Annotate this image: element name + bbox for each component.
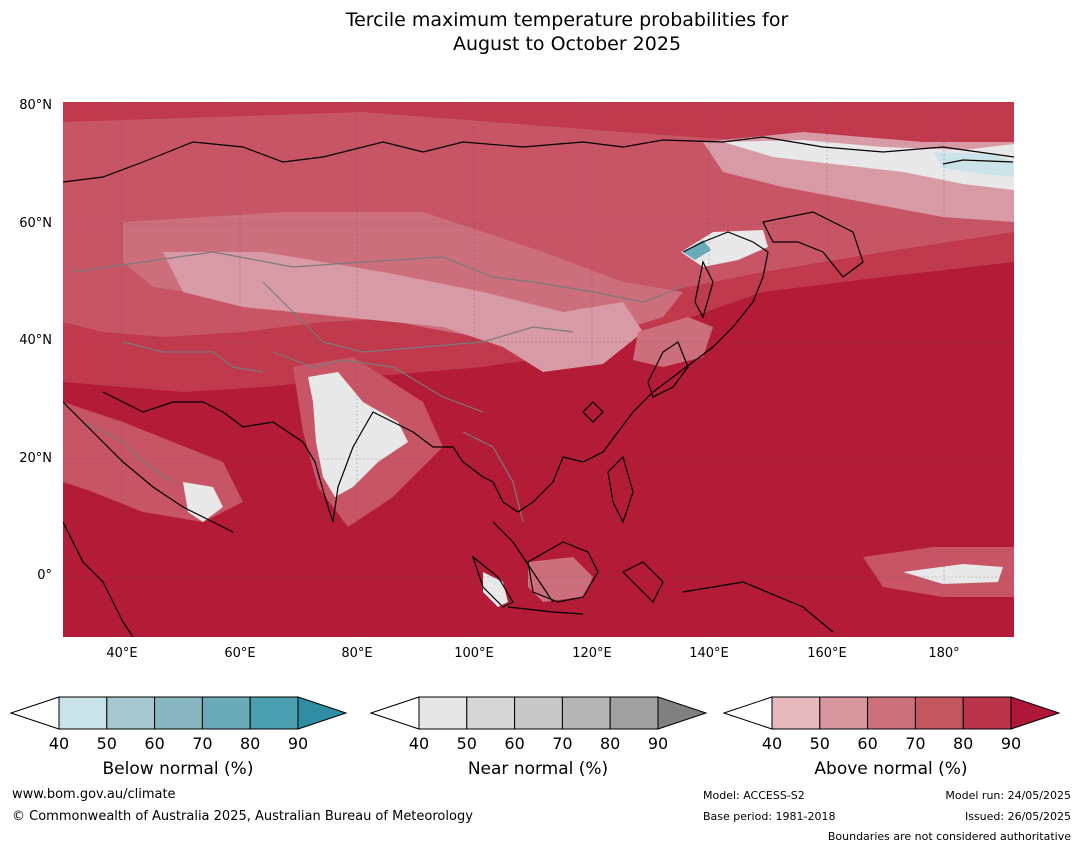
zone-below-normal-chukotka <box>933 152 1014 177</box>
colorbar-below-segment <box>249 696 299 730</box>
colorbar-near-segment <box>466 696 516 730</box>
website-link[interactable]: www.bom.gov.au/climate <box>12 787 176 802</box>
coastlines <box>63 136 1014 637</box>
colorbar-below-segment <box>154 696 203 730</box>
title-line-1: Tercile maximum temperature probabilitie… <box>345 9 789 31</box>
issued-text: Issued: 26/05/2025 <box>964 810 1071 823</box>
zone-near-normal-pacific <box>903 564 1003 584</box>
colorbar-above-tick: 80 <box>953 734 974 753</box>
base-period-text: Base period: 1981-2018 <box>703 810 836 823</box>
zone-near-normal-sumatra <box>483 572 508 607</box>
colorbar-near-normal <box>370 696 708 730</box>
colorbar-above-tick: 40 <box>761 734 783 753</box>
colorbar-below-title: Below normal (%) <box>102 759 254 779</box>
colorbar-near-segment <box>561 696 611 730</box>
zone-above-60-japan <box>633 317 713 367</box>
colorbar-below-segment <box>106 696 156 730</box>
lon-label-40e: 40°E <box>106 646 138 661</box>
colorbar-above-tick: 50 <box>809 734 830 753</box>
colorbar-below-tick: 80 <box>240 734 261 753</box>
lat-label-80n: 80°N <box>19 98 52 113</box>
colorbar-below-over <box>297 696 348 730</box>
colorbar-near-segment <box>609 696 659 730</box>
colorbar-above-tick: 70 <box>905 734 926 753</box>
colorbar-near-tick: 80 <box>600 734 621 753</box>
colorbar-below-tick: 50 <box>96 734 117 753</box>
colorbar-below-normal <box>10 696 348 730</box>
copyright-text: © Commonwealth of Australia 2025, Austra… <box>12 809 473 824</box>
lat-label-60n: 60°N <box>19 216 52 231</box>
colorbar-near-segment <box>418 696 468 730</box>
colorbar-below-segment <box>201 696 251 730</box>
colorbar-above-segment <box>914 696 964 730</box>
lon-label-80e: 80°E <box>341 646 373 661</box>
country-borders <box>72 251 684 523</box>
colorbar-near-tick: 50 <box>456 734 477 753</box>
chart-title: Tercile maximum temperature probabilitie… <box>0 8 1081 56</box>
zone-above-60-borneo <box>528 557 593 602</box>
colorbar-near-title: Near normal (%) <box>467 759 609 779</box>
lon-label-120e: 120°E <box>572 646 612 661</box>
colorbar-near-under <box>370 696 420 730</box>
lat-label-20n: 20°N <box>19 451 52 466</box>
gridlines <box>63 102 1014 637</box>
colorbar-above-title: Above normal (%) <box>814 759 968 779</box>
colorbar-above-normal <box>723 696 1061 730</box>
colorbar-above-segment <box>771 696 821 730</box>
lon-label-180: 180° <box>928 646 960 661</box>
colorbar-above-segment <box>962 696 1012 730</box>
colorbar-above-segment <box>819 696 869 730</box>
colorbar-below-tick: 70 <box>192 734 213 753</box>
colorbar-above-tick: 90 <box>1000 734 1022 753</box>
probability-map <box>63 102 1014 637</box>
disclaimer-text: Boundaries are not considered authoritat… <box>827 830 1071 843</box>
model-run-text: Model run: 24/05/2025 <box>945 789 1071 802</box>
colorbar-near-tick: 70 <box>552 734 573 753</box>
colorbar-near-over <box>657 696 708 730</box>
colorbar-near-segment <box>514 696 563 730</box>
colorbar-above-over <box>1010 696 1061 730</box>
colorbar-below-tick: 90 <box>287 734 309 753</box>
colorbar-above-tick: 60 <box>857 734 878 753</box>
colorbar-above-under <box>723 696 773 730</box>
colorbar-above-segment <box>867 696 916 730</box>
lon-label-160e: 160°E <box>807 646 847 661</box>
lat-label-40n: 40°N <box>19 333 52 348</box>
colorbar-near-tick: 60 <box>504 734 525 753</box>
colorbar-below-tick: 40 <box>48 734 70 753</box>
title-line-2: August to October 2025 <box>452 33 682 55</box>
zone-near-normal-india <box>308 372 408 497</box>
colorbar-near-tick: 90 <box>647 734 669 753</box>
colorbar-below-segment <box>58 696 108 730</box>
model-text: Model: ACCESS-S2 <box>703 789 805 802</box>
lat-label-0: 0° <box>37 568 52 583</box>
colorbar-below-under <box>10 696 60 730</box>
colorbar-below-tick: 60 <box>144 734 165 753</box>
lon-label-100e: 100°E <box>454 646 494 661</box>
colorbar-near-tick: 40 <box>408 734 430 753</box>
zone-below-normal-okhotsk <box>683 240 711 260</box>
lon-label-60e: 60°E <box>224 646 256 661</box>
lon-label-140e: 140°E <box>689 646 729 661</box>
